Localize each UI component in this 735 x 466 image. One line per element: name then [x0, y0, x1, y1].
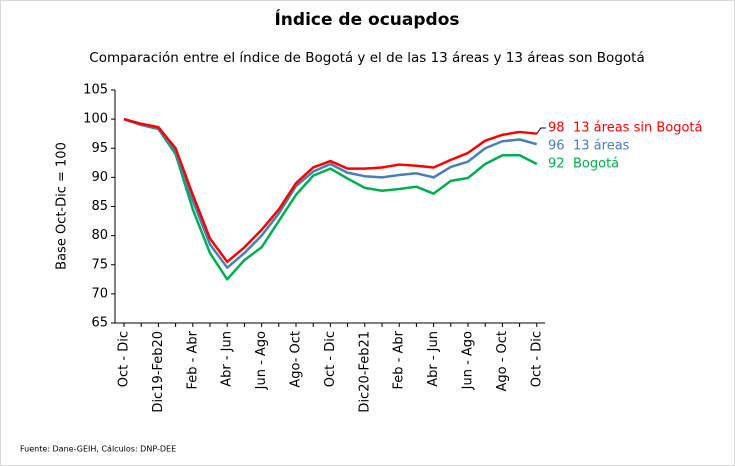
data-label: 92	[548, 157, 565, 172]
series-line	[123, 117, 537, 264]
y-tick-label: 105	[83, 83, 108, 98]
series-line	[123, 117, 538, 269]
y-tick-label: 85	[91, 199, 108, 214]
label-connector	[536, 127, 546, 134]
x-tick-label: Abr - Jun	[426, 331, 441, 387]
x-tick-label: Oct - Dic	[323, 331, 338, 387]
y-tick-label: 70	[91, 286, 108, 301]
chart-title: Índice de ocuapdos	[274, 8, 459, 30]
x-tick-label: Oct - Dic	[117, 331, 132, 387]
y-tick-label: 65	[91, 316, 108, 331]
y-tick-label: 100	[83, 112, 108, 127]
y-tick-label: 90	[91, 170, 108, 185]
data-label: 98	[548, 121, 565, 136]
y-tick-label: 75	[91, 257, 108, 272]
x-tick-label: Jun - Ago	[254, 331, 269, 390]
x-tick-label: Ago- Oct	[289, 331, 304, 388]
x-tick-label: Abr - Jun	[220, 331, 235, 387]
x-tick-label: Ago - Oct	[495, 331, 510, 392]
x-tick-label: Feb - Abr	[185, 330, 200, 389]
chart-subtitle: Comparación entre el índice de Bogotá y …	[89, 50, 644, 66]
y-tick-label: 95	[91, 141, 108, 156]
legend-label: Bogotá	[573, 157, 619, 172]
series-line	[123, 117, 538, 281]
x-tick-label: Oct - Dic	[529, 331, 544, 387]
data-label: 96	[548, 139, 565, 154]
x-tick-label: Feb - Abr	[392, 330, 407, 389]
source: Fuente: Dane-GEIH, Cálculos: DNP-DEE	[20, 445, 176, 454]
x-tick-label: Dic20-Feb21	[357, 331, 372, 413]
y-axis-label: Base Oct-Dic = 100	[55, 142, 70, 270]
legend-label: 13 áreas sin Bogotá	[573, 121, 702, 136]
x-tick-label: Jun - Ago	[461, 331, 476, 390]
legend-label: 13 áreas	[573, 139, 630, 154]
x-tick-label: Dic19-Feb20	[151, 331, 166, 413]
y-tick-label: 80	[91, 228, 108, 243]
